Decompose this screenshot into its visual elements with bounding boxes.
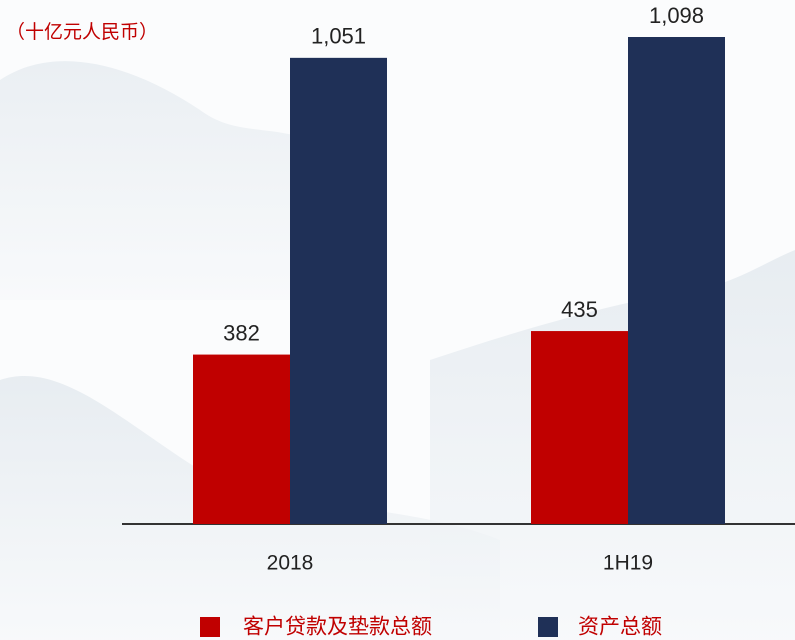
value-label: 1,098 [649,3,704,28]
mountain-shape [0,61,330,300]
legend-label: 资产总额 [578,616,662,639]
bar [628,37,725,524]
unit-note: （十亿元人民币） [6,21,158,43]
legend-swatch [200,617,220,637]
value-label: 435 [561,297,598,322]
bar [193,354,290,524]
legend-label: 客户贷款及垫款总额 [243,616,432,639]
legend-swatch [538,617,558,637]
bar [290,57,387,525]
value-label: 1,051 [311,24,366,49]
x-tick-label: 2018 [267,552,314,575]
x-tick-label: 1H19 [603,552,653,575]
value-label: 382 [223,320,260,345]
bar [531,331,628,524]
